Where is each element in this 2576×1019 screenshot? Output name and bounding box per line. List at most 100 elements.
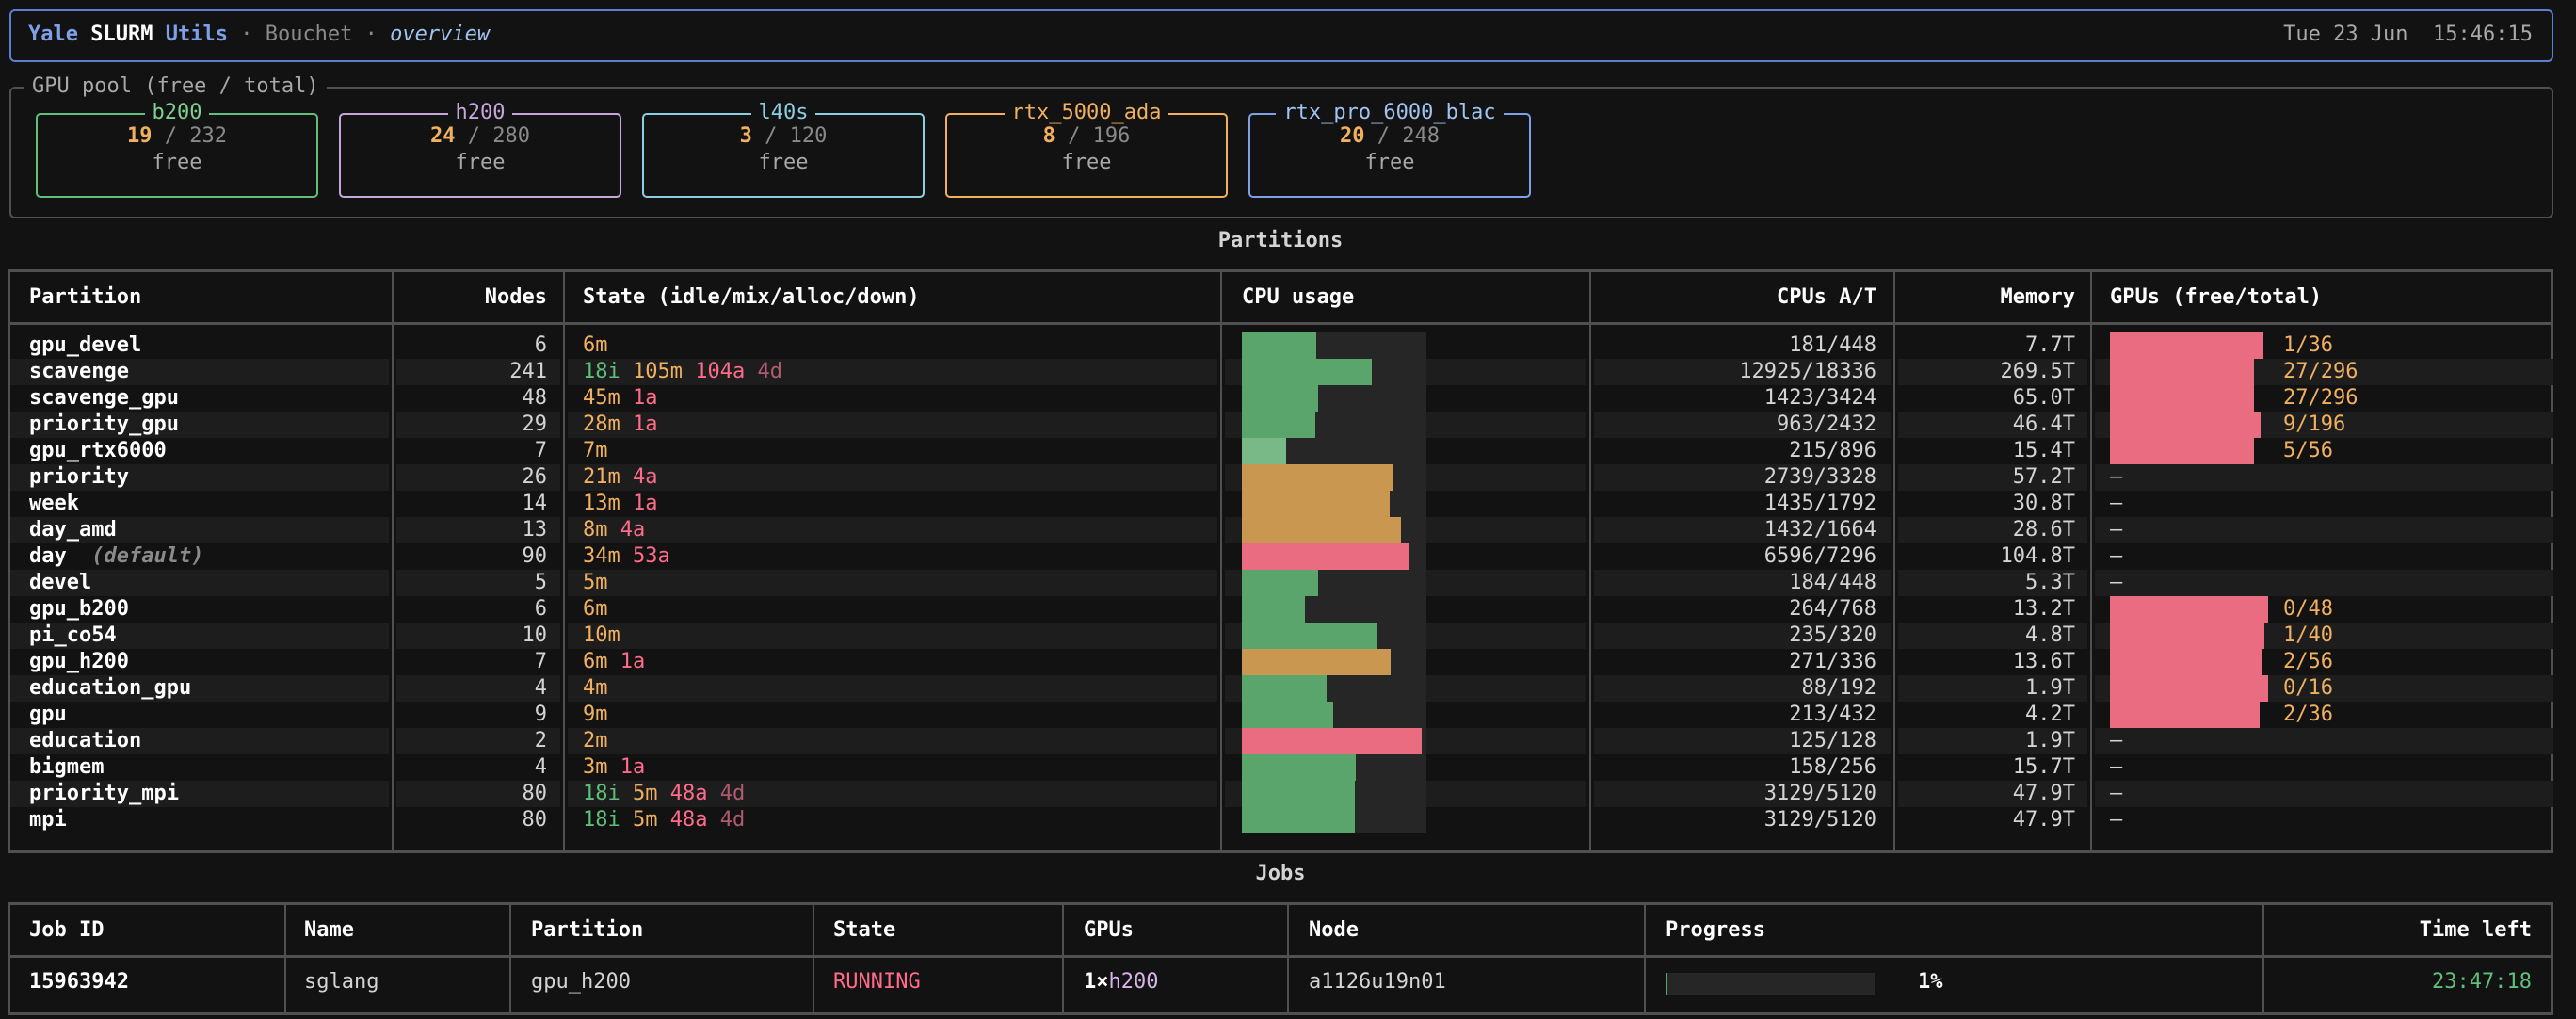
partition-gpus: 1/36 <box>2283 333 2333 357</box>
cpu-usage-fill <box>1242 491 1390 517</box>
partition-row[interactable]: gpu_rtx6000 7 7m 215/896 15.4T 5/56 <box>10 438 2551 464</box>
gpu-free-label: free <box>1364 151 1415 174</box>
view-name: overview <box>390 23 491 46</box>
row-stripe <box>1898 517 2087 543</box>
column-header-partition[interactable]: Partition <box>29 285 142 309</box>
partition-cpus: 2739/3328 <box>1763 465 1876 489</box>
row-stripe <box>1594 675 1891 702</box>
partition-row[interactable]: priority 26 21m 4a 2739/3328 57.2T – <box>10 464 2553 491</box>
partition-nodes: 6 <box>534 597 547 621</box>
state-count: 1a <box>633 386 658 410</box>
partition-memory: 4.8T <box>2025 623 2075 647</box>
partition-state: 6m 1a <box>583 650 645 674</box>
partition-nodes: 90 <box>522 544 548 568</box>
jobs-title: Jobs <box>1255 862 1306 885</box>
row-stripe <box>396 623 560 649</box>
row-stripe <box>10 464 389 491</box>
partition-row[interactable]: education_gpu 4 4m 88/192 1.9T 0/16 <box>10 675 2553 702</box>
jobs-table: Job ID Name Partition State GPUs Node Pr… <box>8 902 2553 1015</box>
column-header-cpu-usage[interactable]: CPU usage <box>1242 285 1355 309</box>
column-divider <box>392 272 394 850</box>
row-stripe <box>396 464 560 491</box>
job-time-left: 23:47:18 <box>2432 970 2532 994</box>
row-stripe <box>2095 517 2553 543</box>
partition-cpus: 88/192 <box>1801 676 1876 700</box>
column-header-memory[interactable]: Memory <box>2000 285 2075 309</box>
partition-state: 34m 53a <box>583 544 670 569</box>
column-header-state[interactable]: State (idle/mix/alloc/down) <box>583 285 920 309</box>
partition-row[interactable]: gpu 9 9m 213/432 4.2T 2/36 <box>10 702 2551 728</box>
partition-row[interactable]: day_amd 13 8m 4a 1432/1664 28.6T – <box>10 517 2553 543</box>
partition-cpus: 125/128 <box>1789 729 1876 752</box>
column-header-state[interactable]: State <box>833 918 896 942</box>
column-header-partition[interactable]: Partition <box>531 918 644 942</box>
partition-gpus: – <box>2110 465 2123 489</box>
partition-cpus: 215/896 <box>1789 439 1876 462</box>
column-header-progress[interactable]: Progress <box>1666 918 1765 942</box>
job-node: a1126u19n01 <box>1309 970 1446 994</box>
partition-row[interactable]: scavenge 241 18i 105m 104a 4d 12925/18336 26… <box>10 359 2553 385</box>
partition-cpus: 158/256 <box>1789 755 1876 779</box>
state-count: 48a <box>669 782 708 805</box>
partition-memory: 4.2T <box>2025 703 2075 726</box>
state-count: 5m <box>633 782 658 805</box>
row-stripe <box>1594 359 1891 385</box>
partition-name: gpu_h200 <box>29 650 129 673</box>
state-count: 1a <box>620 755 646 779</box>
partition-nodes: 13 <box>522 518 548 542</box>
partition-memory: 13.6T <box>2012 650 2075 673</box>
partition-row[interactable]: gpu_devel 6 6m 181/448 7.7T 1/36 <box>10 332 2551 359</box>
column-header-gpus[interactable]: GPUs (free/total) <box>2110 285 2323 309</box>
partition-row[interactable]: pi_co54 10 10m 235/320 4.8T 1/40 <box>10 623 2553 649</box>
partition-name-cell: week <box>29 492 79 516</box>
partition-row[interactable]: education 2 2m 125/128 1.9T – <box>10 728 2553 754</box>
state-count: 4a <box>620 518 646 542</box>
column-header-cpus[interactable]: CPUs A/T <box>1777 285 1876 309</box>
partition-row[interactable]: week 14 13m 1a 1435/1792 30.8T – <box>10 491 2551 517</box>
row-stripe <box>10 412 389 438</box>
row-stripe <box>1898 675 2087 702</box>
row-stripe <box>10 728 389 754</box>
state-count: 1a <box>620 650 646 673</box>
cpu-usage-fill <box>1242 702 1333 728</box>
column-header-gpus[interactable]: GPUs <box>1084 918 1134 942</box>
row-stripe <box>568 728 1217 754</box>
job-row[interactable]: 15963942 sglang gpu_h200 RUNNING 1×h200 a1126… <box>10 969 2551 995</box>
state-count: 45m <box>583 386 620 410</box>
partition-row[interactable]: day (default) 90 34m 53a 6596/7296 104.8T – <box>10 543 2551 570</box>
partition-row[interactable]: priority_mpi 80 18i 5m 48a 4d 3129/5120 47.9… <box>10 781 2553 807</box>
partition-row[interactable]: bigmem 4 3m 1a 158/256 15.7T – <box>10 754 2551 781</box>
column-divider <box>509 905 511 1012</box>
partition-name: scavenge_gpu <box>29 386 179 410</box>
column-header-name[interactable]: Name <box>304 918 354 942</box>
brand-utils: Utils <box>165 23 228 46</box>
partition-row[interactable]: gpu_b200 6 6m 264/768 13.2T 0/48 <box>10 596 2551 623</box>
gpu-type-label: rtx_5000_ada <box>1004 101 1169 124</box>
row-stripe <box>1594 570 1891 596</box>
partition-row[interactable]: scavenge_gpu 48 45m 1a 1423/3424 65.0T 27/296 <box>10 385 2551 412</box>
partition-cpus: 12925/18336 <box>1739 360 1876 383</box>
column-header-job-id[interactable]: Job ID <box>29 918 105 942</box>
column-header-nodes[interactable]: Nodes <box>484 285 547 309</box>
row-stripe <box>2095 728 2553 754</box>
column-header-node[interactable]: Node <box>1309 918 1359 942</box>
cpu-usage-track <box>1242 728 1426 754</box>
partition-row[interactable]: priority_gpu 29 28m 1a 963/2432 46.4T 9/196 <box>10 412 2553 438</box>
column-header-time-left[interactable]: Time left <box>2419 918 2532 942</box>
partition-nodes: 26 <box>522 465 548 489</box>
partition-memory: 15.7T <box>2012 755 2075 779</box>
cpu-usage-fill <box>1242 781 1355 807</box>
partition-row[interactable]: gpu_h200 7 6m 1a 271/336 13.6T 2/56 <box>10 649 2551 675</box>
header-divider <box>10 322 2551 325</box>
job-state: RUNNING <box>833 970 921 994</box>
gpu-pool-panel: GPU pool (free / total) b200 19 / 232 free… <box>9 74 2553 218</box>
partition-row[interactable]: mpi 80 18i 5m 48a 4d 3129/5120 47.9T – <box>10 807 2551 833</box>
state-count: 48a <box>669 808 708 832</box>
gpu-card-name: b200 <box>38 101 316 124</box>
partition-cpus: 181/448 <box>1789 333 1876 357</box>
partition-row[interactable]: devel 5 5m 184/448 5.3T – <box>10 570 2553 596</box>
partition-name: gpu_devel <box>29 333 142 357</box>
row-stripe <box>396 570 560 596</box>
count-separator: / <box>1377 124 1390 148</box>
row-stripe <box>1898 464 2087 491</box>
